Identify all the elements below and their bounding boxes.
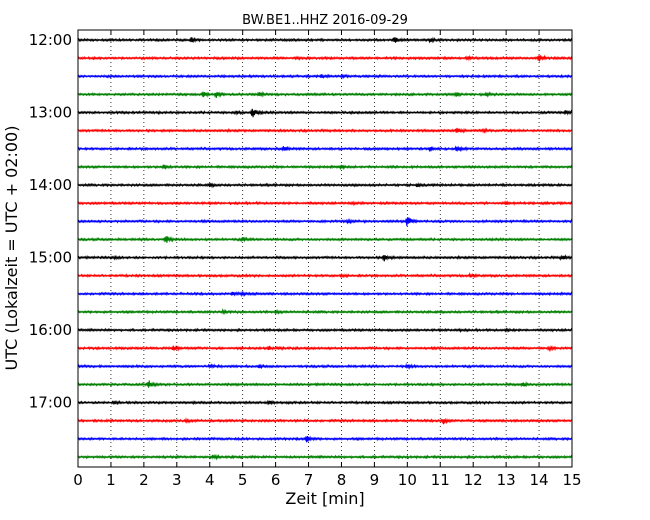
y-tick-label: 17:00 — [29, 394, 72, 412]
trace-line — [77, 417, 573, 425]
trace-line — [77, 399, 573, 406]
trace-line — [77, 108, 573, 118]
plot-frame — [77, 29, 573, 468]
grid-lines — [110, 30, 540, 467]
trace-line — [77, 380, 573, 388]
x-tick-label: 15 — [562, 471, 581, 489]
x-tick-label: 12 — [464, 471, 483, 489]
trace-line — [77, 181, 573, 189]
trace-line — [77, 54, 573, 62]
trace-line — [77, 91, 573, 98]
trace-line — [77, 73, 573, 80]
y-tick-label: 13:00 — [29, 104, 72, 122]
x-tick-label: 2 — [139, 471, 149, 489]
x-tick-label: 4 — [205, 471, 215, 489]
trace-line — [77, 271, 573, 279]
trace-line — [77, 127, 573, 134]
x-tick-label: 6 — [271, 471, 281, 489]
x-tick-label: 8 — [337, 471, 347, 489]
y-tick-label: 16:00 — [29, 321, 72, 339]
trace-line — [77, 254, 573, 262]
trace-line — [77, 435, 573, 443]
trace-line — [77, 308, 573, 316]
y-tick-label: 12:00 — [29, 31, 72, 49]
seismic-traces — [77, 36, 573, 461]
y-tick-labels: 12:00 13:00 14:00 15:00 16:00 17:00 — [29, 31, 72, 412]
y-tick-label: 14:00 — [29, 176, 72, 194]
axis-ticks — [77, 30, 573, 467]
trace-line — [77, 145, 573, 153]
x-tick-label: 0 — [73, 471, 83, 489]
trace-line — [77, 362, 573, 370]
x-tick-label: 11 — [431, 471, 450, 489]
x-tick-label: 7 — [304, 471, 314, 489]
chart-title: BW.BE1..HHZ 2016-09-29 — [242, 13, 408, 28]
trace-line — [77, 200, 573, 207]
y-tick-label: 15:00 — [29, 249, 72, 267]
trace-line — [77, 453, 573, 461]
x-tick-label: 3 — [172, 471, 182, 489]
trace-line — [77, 36, 573, 44]
trace-line — [77, 164, 573, 171]
trace-line — [77, 236, 573, 243]
trace-line — [77, 344, 573, 352]
trace-line — [77, 327, 573, 333]
x-tick-label: 5 — [238, 471, 248, 489]
x-tick-label: 13 — [497, 471, 516, 489]
y-axis-label: UTC (Lokalzeit = UTC + 02:00) — [2, 126, 21, 371]
x-tick-label: 1 — [106, 471, 116, 489]
x-tick-label: 14 — [530, 471, 549, 489]
x-tick-labels: 0 1 2 3 4 5 6 7 8 9 10 11 12 13 14 15 — [73, 471, 581, 489]
x-axis-label: Zeit [min] — [285, 489, 364, 508]
trace-line — [77, 290, 573, 298]
x-tick-label: 9 — [370, 471, 380, 489]
x-tick-label: 10 — [398, 471, 417, 489]
trace-line — [77, 217, 573, 227]
